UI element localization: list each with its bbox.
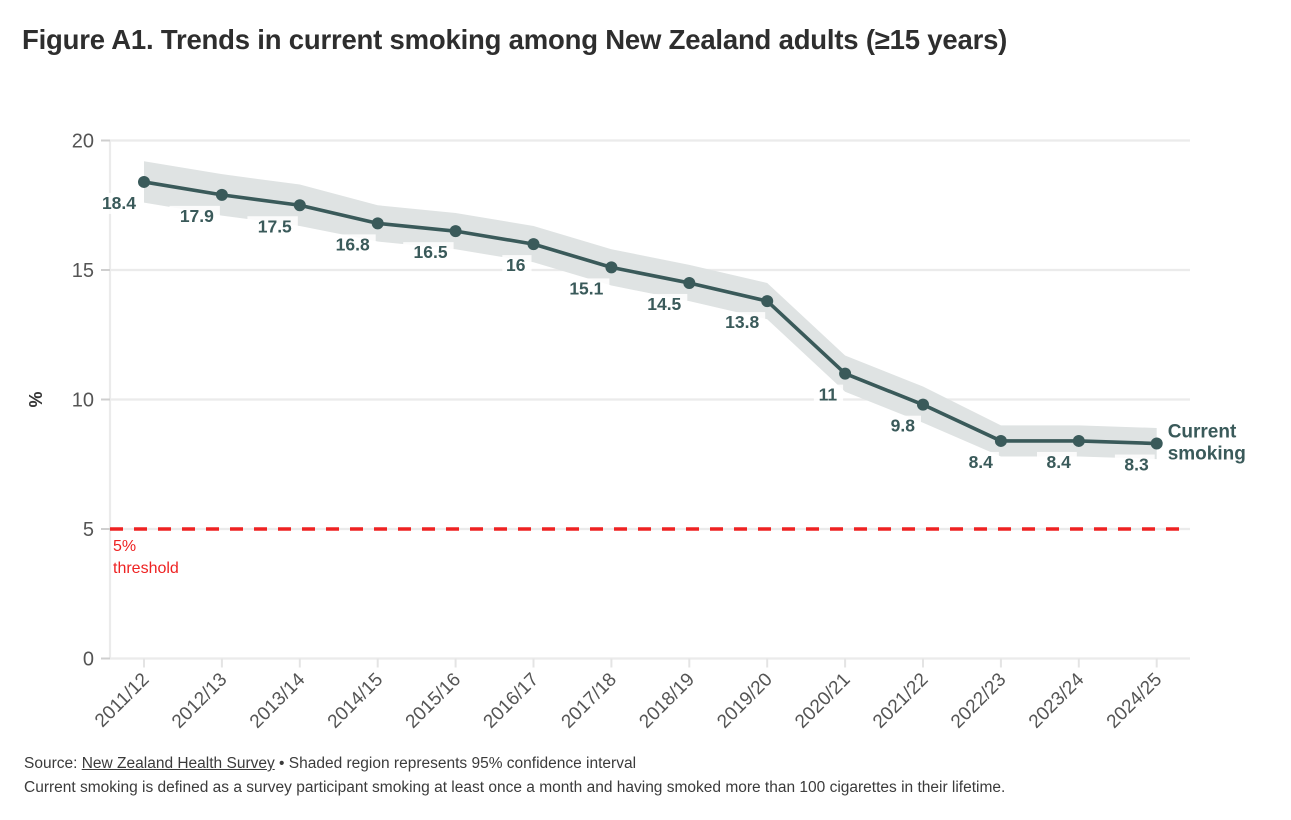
source-line: Source: New Zealand Health Survey • Shad… <box>24 752 1274 776</box>
data-point[interactable] <box>293 199 306 212</box>
data-label: 17.5 <box>258 216 292 236</box>
data-label: 9.8 <box>891 416 916 436</box>
data-label-halo <box>247 216 298 238</box>
x-tick-label: 2016/17 <box>480 669 543 732</box>
x-tick-label: 2021/22 <box>869 669 932 732</box>
ci-polygon <box>144 161 1157 460</box>
data-point[interactable] <box>215 188 228 201</box>
series-polyline <box>142 180 1159 446</box>
threshold-label: 5% threshold <box>113 538 179 577</box>
y-tick-label: 15 <box>72 260 94 282</box>
series-legend-line2: smoking <box>1168 444 1246 465</box>
series-line <box>142 180 1159 446</box>
data-label-halo <box>1037 451 1077 473</box>
chart-plot-area: 18.4 17.9 17.5 16.8 16.5 16 15.1 14.5 13.8 11 9.8 8… <box>26 131 1246 733</box>
data-labels: 18.4 17.9 17.5 16.8 16.5 16 15.1 14.5 13.8 11 9.8 8… <box>91 192 1155 476</box>
source-suffix: • Shaded region represents 95% confidenc… <box>274 755 637 772</box>
threshold-label-line1: 5% <box>113 538 136 555</box>
data-point[interactable] <box>994 434 1007 447</box>
data-label-halo <box>881 415 921 437</box>
data-point[interactable] <box>683 276 696 289</box>
data-label-halo <box>959 451 999 473</box>
x-tick-label: 2024/25 <box>1103 669 1166 732</box>
data-label: 8.3 <box>1124 455 1149 475</box>
y-tick-label: 0 <box>83 649 94 671</box>
data-label-halo <box>714 312 766 334</box>
data-label-halo <box>636 293 688 315</box>
line-chart-svg: 18.4 17.9 17.5 16.8 16.5 16 15.1 14.5 13.8 11 9.8 8… <box>26 131 1246 733</box>
x-tick-label: 2017/18 <box>558 669 621 732</box>
data-point[interactable] <box>1072 434 1085 447</box>
x-tick-label: 2019/20 <box>713 669 776 732</box>
data-point[interactable] <box>1150 437 1163 450</box>
threshold-label-line2: threshold <box>113 560 179 577</box>
x-tick-label: 2012/13 <box>168 669 231 732</box>
data-label-halo <box>502 255 532 277</box>
data-label-halo <box>169 205 220 227</box>
data-point[interactable] <box>527 238 540 251</box>
x-tick-label: 2022/23 <box>947 669 1010 732</box>
data-label: 18.4 <box>102 193 136 213</box>
data-label: 8.4 <box>969 452 994 472</box>
x-tick-label: 2018/19 <box>635 669 698 732</box>
data-point[interactable] <box>371 217 384 230</box>
data-label-halo <box>559 278 610 300</box>
data-point[interactable] <box>917 398 929 411</box>
x-tick-label: 2023/24 <box>1025 669 1089 733</box>
data-label: 11 <box>819 385 838 405</box>
definition-line: Current smoking is defined as a survey p… <box>24 778 1006 796</box>
confidence-interval-band <box>144 161 1157 460</box>
data-label: 16.8 <box>336 234 370 254</box>
x-axis: 2011/12 2012/13 2013/14 2014/15 2015/16 2016/… <box>91 658 1166 733</box>
data-label: 8.4 <box>1046 452 1071 472</box>
data-label: 15.1 <box>569 278 603 298</box>
x-tick-label: 2013/14 <box>246 669 310 733</box>
data-label-halo <box>813 384 844 406</box>
data-point[interactable] <box>839 367 852 380</box>
data-label: 13.8 <box>725 312 759 332</box>
data-label: 16 <box>506 255 526 275</box>
data-point[interactable] <box>605 261 618 274</box>
data-point[interactable] <box>138 175 150 188</box>
page-title: Figure A1. Trends in current smoking amo… <box>22 24 1008 55</box>
x-tick-label: 2014/15 <box>324 669 387 732</box>
series-points[interactable] <box>138 175 1163 450</box>
data-label-halo <box>91 192 142 214</box>
x-tick-label: 2020/21 <box>791 669 854 732</box>
x-tick-label: 2015/16 <box>402 669 465 732</box>
data-point[interactable] <box>761 295 774 308</box>
data-point[interactable] <box>449 225 462 238</box>
data-label: 16.5 <box>414 242 448 262</box>
data-label-halo <box>1114 454 1155 476</box>
x-tick-label: 2011/12 <box>91 669 153 731</box>
series-legend-line1: Current <box>1168 422 1237 443</box>
y-tick-label: 5 <box>83 519 94 541</box>
data-label: 17.9 <box>180 206 214 226</box>
data-label-halo <box>403 242 454 264</box>
source-prefix: Source: <box>24 755 82 772</box>
figure-footer: Source: New Zealand Health Survey • Shad… <box>24 752 1274 799</box>
data-label: 14.5 <box>647 294 681 314</box>
y-axis: 0 5 10 15 20% <box>26 131 110 671</box>
y-tick-label: 20 <box>72 131 94 153</box>
y-tick-label: 10 <box>72 390 94 412</box>
source-link[interactable]: New Zealand Health Survey <box>81 755 275 772</box>
data-label-halo <box>325 234 376 256</box>
y-axis-title: % <box>26 391 46 407</box>
